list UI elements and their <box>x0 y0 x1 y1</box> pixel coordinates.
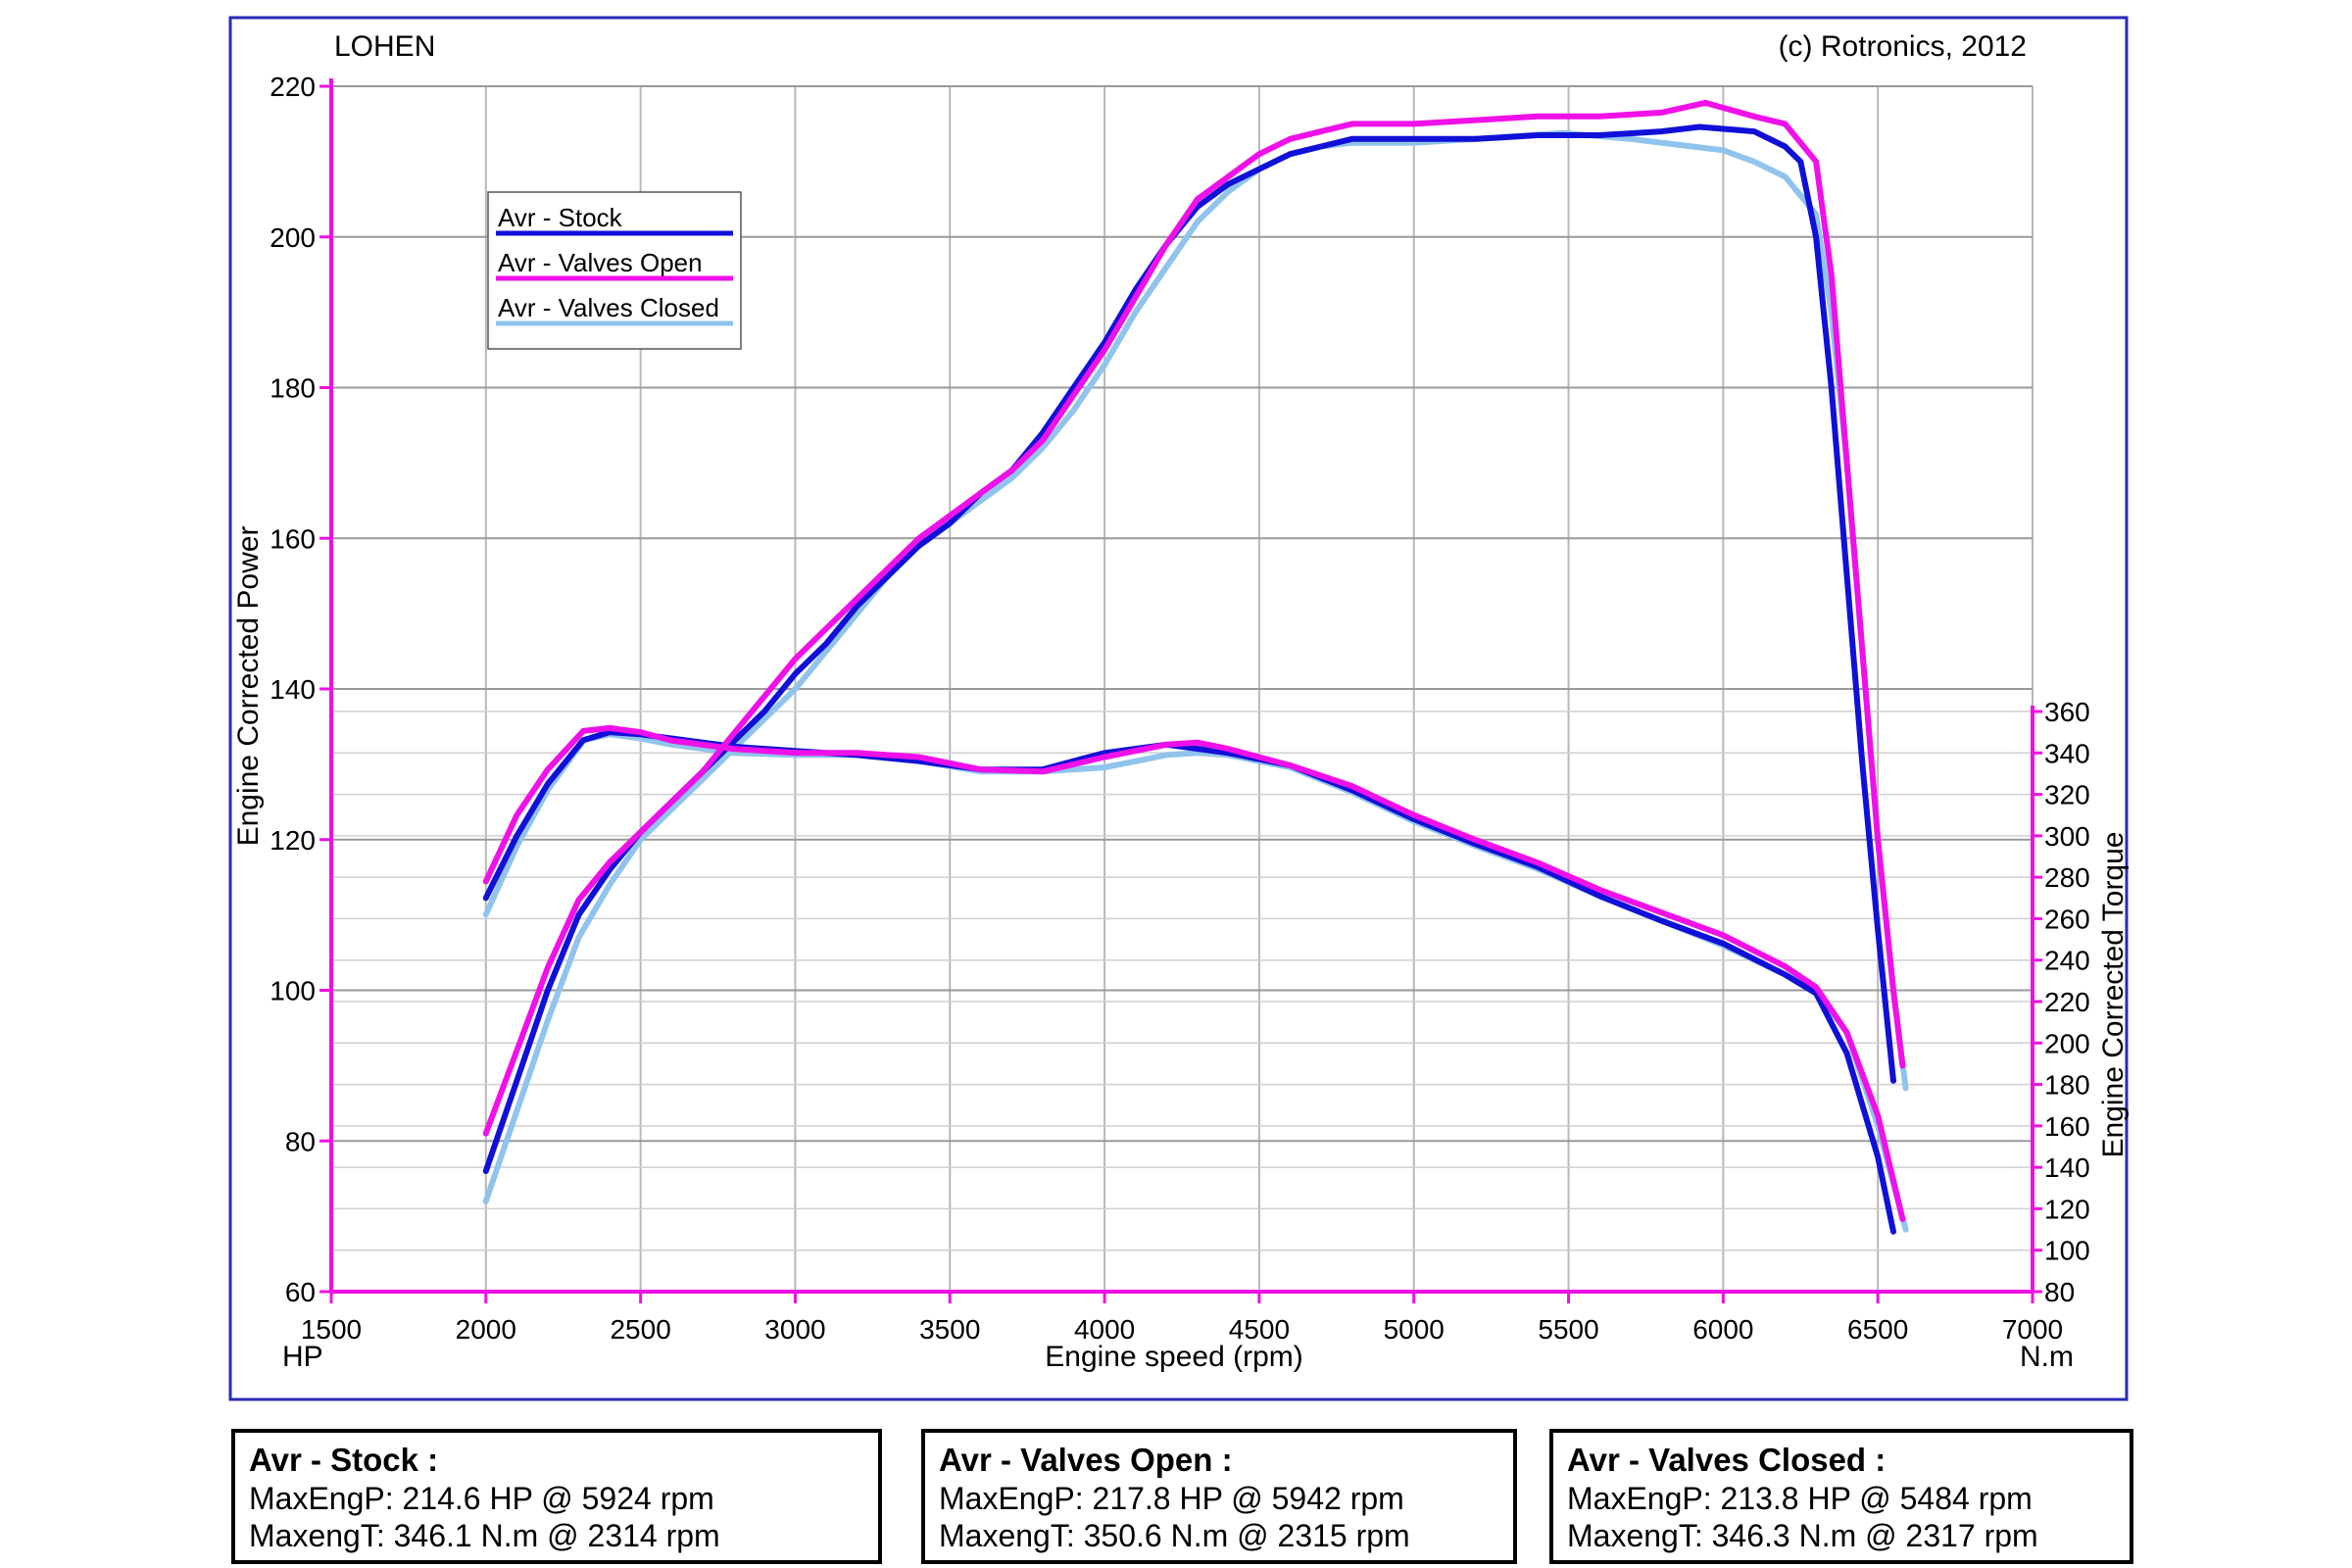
legend: Avr - Stock Avr - Valves Open Avr - Valv… <box>487 191 742 350</box>
summary-box-valves-closed: Avr - Valves Closed : MaxEngP: 213.8 HP … <box>1549 1429 2133 1564</box>
x-tick-label: 6000 <box>1692 1314 1753 1345</box>
axes: 60 80 100 120 140 160 180 200 220 80 100 120 140 160 1… <box>270 72 2089 1345</box>
summary-title: Avr - Valves Open : <box>939 1442 1233 1478</box>
y-axis-left-title: Engine Corrected Power <box>232 526 265 847</box>
x-axis-title: Engine speed (rpm) <box>1045 1341 1302 1373</box>
x-tick-label: 5000 <box>1384 1314 1445 1345</box>
unit-left-label: HP <box>282 1341 323 1373</box>
legend-label-valves-open: Avr - Valves Open <box>498 248 703 277</box>
summary-box-valves-open: Avr - Valves Open : MaxEngP: 217.8 HP @ … <box>921 1429 1517 1564</box>
y-tick-label-left: 80 <box>285 1126 316 1156</box>
y-tick-label-right: 100 <box>2044 1236 2090 1266</box>
y-tick-label-right: 220 <box>2044 987 2090 1017</box>
summary-max-power: MaxEngP: 217.8 HP @ 5942 rpm <box>939 1481 1404 1516</box>
header-right-label: (c) Rotronics, 2012 <box>1779 30 2027 63</box>
x-tick-label: 5500 <box>1538 1314 1598 1345</box>
y-tick-label-right: 320 <box>2044 780 2090 810</box>
y-tick-label-right: 120 <box>2044 1194 2090 1224</box>
legend-label-valves-closed: Avr - Valves Closed <box>498 293 719 322</box>
y-tick-label-left: 200 <box>270 222 316 253</box>
y-tick-label-right: 180 <box>2044 1070 2090 1101</box>
y-tick-label-left: 180 <box>270 373 316 404</box>
y-tick-label-right: 260 <box>2044 904 2090 934</box>
x-tick-label: 3500 <box>919 1314 980 1345</box>
x-tick-label: 2500 <box>610 1314 670 1345</box>
y-tick-label-left: 120 <box>270 825 316 856</box>
x-tick-label: 4000 <box>1074 1314 1135 1345</box>
summary-max-power: MaxEngP: 214.6 HP @ 5924 rpm <box>249 1481 714 1516</box>
y-tick-label-right: 360 <box>2044 697 2090 727</box>
y-tick-label-left: 60 <box>285 1277 316 1307</box>
y-tick-label-right: 140 <box>2044 1152 2090 1183</box>
summary-max-torque: MaxengT: 346.1 N.m @ 2314 rpm <box>249 1518 720 1553</box>
x-tick-label: 4500 <box>1229 1314 1290 1345</box>
y-tick-label-left: 140 <box>270 674 316 705</box>
series-line-torque-avr-valves-open <box>482 724 1906 1222</box>
y-tick-label-right: 160 <box>2044 1111 2090 1142</box>
y-tick-label-left: 220 <box>270 72 316 102</box>
y-tick-label-left: 160 <box>270 523 316 554</box>
series-line-power-avr-valves-closed <box>482 129 1909 1204</box>
summary-title: Avr - Valves Closed : <box>1567 1442 1886 1478</box>
y-tick-label-right: 300 <box>2044 821 2090 852</box>
series-line-power-avr-valves-open <box>482 99 1906 1137</box>
x-tick-label: 7000 <box>2002 1314 2063 1345</box>
unit-right-label: N.m <box>2020 1341 2074 1373</box>
summary-max-torque: MaxengT: 346.3 N.m @ 2317 rpm <box>1567 1518 2038 1553</box>
y-tick-label-right: 200 <box>2044 1028 2090 1058</box>
y-tick-label-right: 340 <box>2044 738 2090 768</box>
summary-max-torque: MaxengT: 350.6 N.m @ 2315 rpm <box>939 1518 1410 1553</box>
x-tick-label: 3000 <box>764 1314 825 1345</box>
x-tick-label: 2000 <box>456 1314 516 1345</box>
series-lines <box>482 99 1909 1235</box>
legend-label-stock: Avr - Stock <box>498 203 623 232</box>
x-tick-label: 1500 <box>301 1314 362 1345</box>
y-tick-label-right: 240 <box>2044 946 2090 976</box>
summary-title: Avr - Stock : <box>249 1442 439 1478</box>
y-axis-right-title: Engine Corrected Torque <box>2097 832 2130 1158</box>
y-tick-label-right: 280 <box>2044 862 2090 893</box>
summary-max-power: MaxEngP: 213.8 HP @ 5484 rpm <box>1567 1481 2033 1516</box>
y-tick-label-left: 100 <box>270 976 316 1006</box>
header-left-label: LOHEN <box>334 30 435 63</box>
y-tick-label-right: 80 <box>2044 1277 2075 1307</box>
x-tick-label: 6500 <box>1847 1314 1908 1345</box>
summary-box-stock: Avr - Stock : MaxEngP: 214.6 HP @ 5924 r… <box>231 1429 882 1564</box>
